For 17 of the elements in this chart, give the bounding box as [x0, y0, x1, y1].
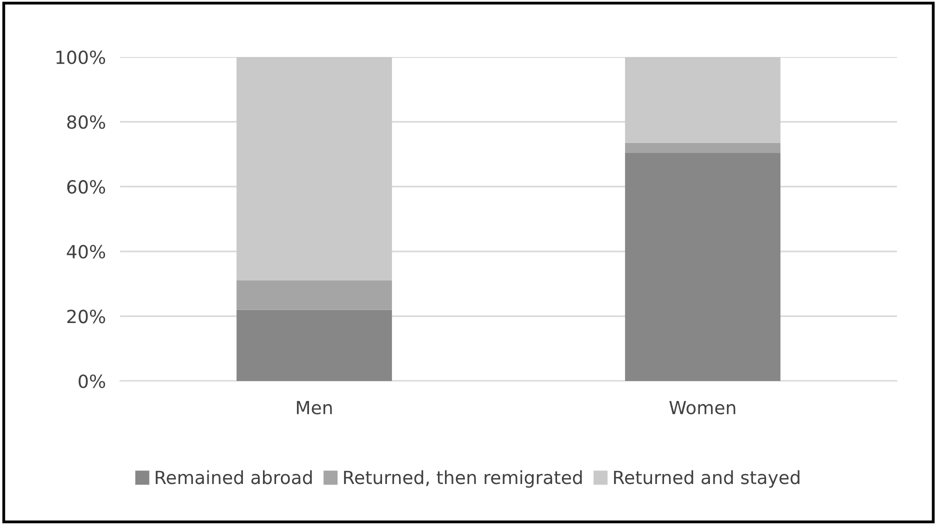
legend-label: Returned, then remigrated	[344, 470, 582, 488]
legend-label: Remained abroad	[156, 470, 312, 484]
bar	[625, 142, 780, 153]
bar	[625, 57, 780, 143]
bar	[625, 152, 780, 381]
bar	[236, 310, 392, 381]
bar	[236, 280, 392, 310]
y-tick-label: 100%	[56, 50, 106, 64]
bar	[236, 57, 392, 281]
y-tick-label: 60%	[67, 180, 106, 194]
y-tick-label: 0%	[78, 374, 106, 388]
legend-label: Returned and stayed	[614, 470, 800, 488]
y-tick-label: 40%	[66, 244, 106, 259]
x-tick-label: Women	[669, 401, 736, 414]
y-tick-label: 20%	[67, 310, 106, 324]
y-tick-label: 80%	[67, 115, 106, 129]
x-tick-label: Men	[296, 401, 332, 414]
